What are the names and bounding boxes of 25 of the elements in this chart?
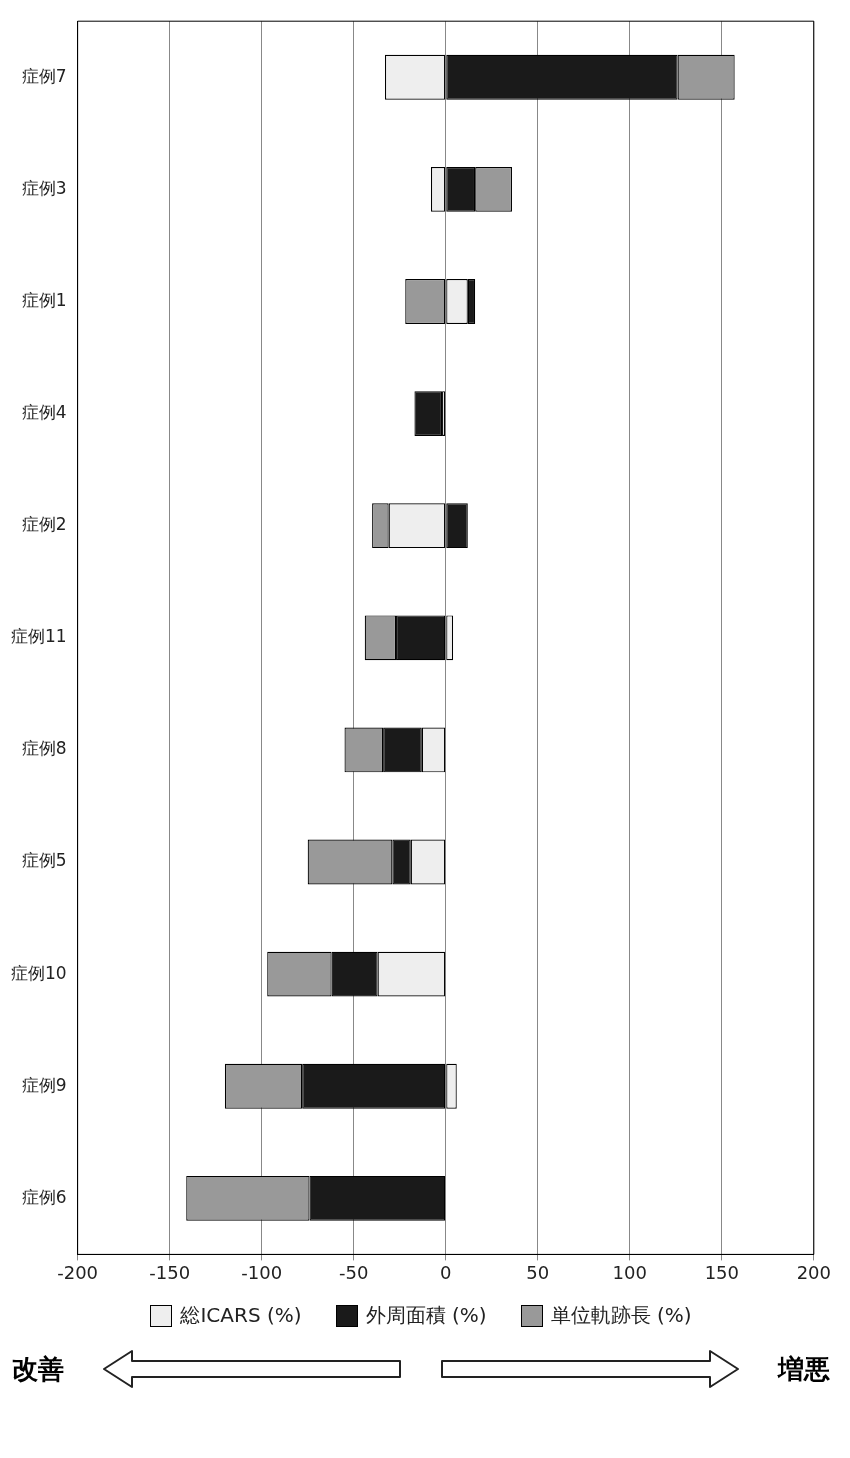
y-tick-label: 症例9 [21, 1074, 67, 1095]
y-tick-label: 症例4 [21, 402, 67, 422]
y-tick-label: 症例10 [10, 962, 67, 983]
y-tick-label: 症例6 [21, 1186, 67, 1207]
text: 改善 [12, 1352, 64, 1386]
y-tick-label: 症例2 [21, 514, 67, 535]
x-tick-label: -150 [149, 1261, 191, 1283]
y-tick-label: 症例5 [21, 850, 67, 871]
x-tick-label: 0 [440, 1261, 452, 1283]
x-tick-label: 100 [612, 1261, 647, 1283]
y-tick-label: 症例1 [21, 289, 67, 310]
x-tick-label: 50 [526, 1261, 550, 1283]
legend-label: 総ICARS (%) [180, 1302, 302, 1329]
legend-label: 単位軌跡長 (%) [550, 1302, 692, 1329]
x-tick-label: -200 [57, 1261, 99, 1283]
y-tick-label: 症例3 [21, 177, 67, 198]
legend-label: 外周面積 (%) [365, 1302, 487, 1329]
text: 増悪 [778, 1352, 830, 1386]
x-tick-label: 200 [796, 1261, 831, 1283]
x-tick-label: -50 [339, 1261, 369, 1283]
x-tick-label: 150 [704, 1261, 739, 1283]
x-tick-label: -100 [241, 1261, 283, 1283]
y-tick-label: 症例7 [21, 65, 67, 86]
y-tick-label: 症例8 [21, 738, 67, 759]
y-tick-label: 症例11 [10, 626, 67, 647]
